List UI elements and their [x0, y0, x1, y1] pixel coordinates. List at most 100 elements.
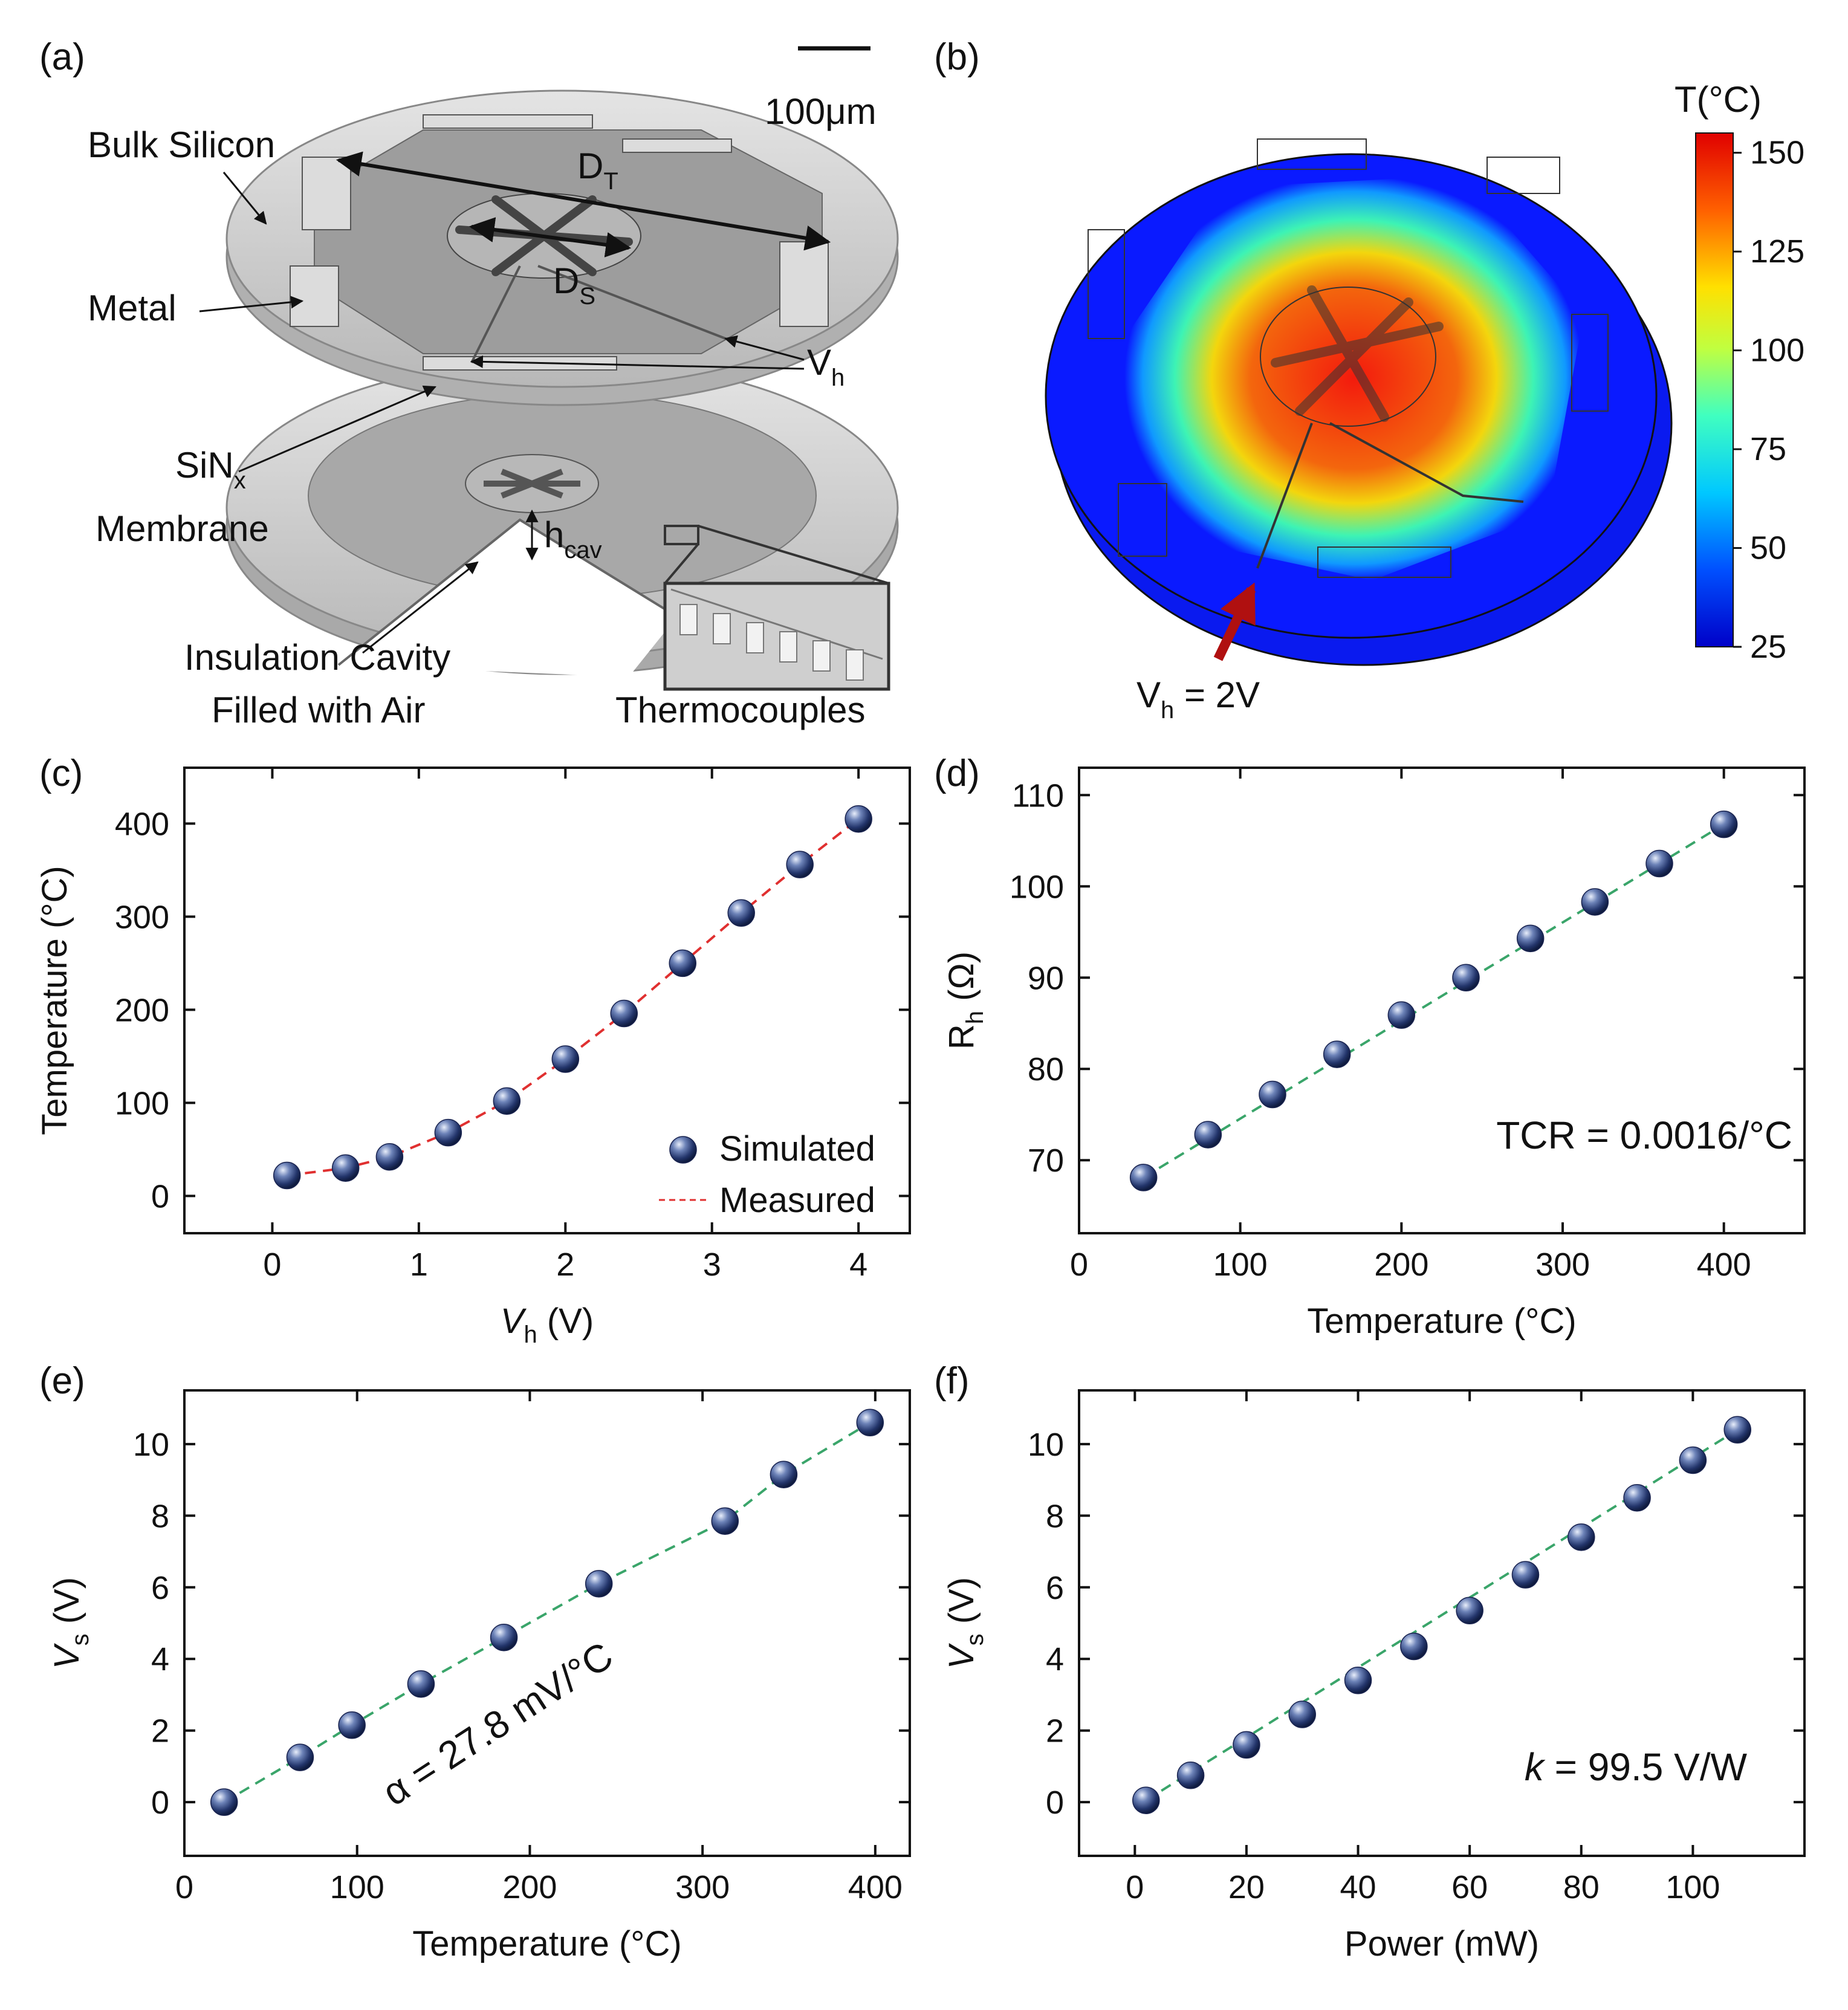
data-point-d [1581, 888, 1609, 916]
panel-d: (d) 0 100 200 300 400 70 80 90 100 110 Temperature… [934, 753, 1806, 1341]
data-point-f [1176, 1761, 1205, 1789]
data-point-d [1129, 1164, 1158, 1191]
ds-label: DS [553, 261, 595, 310]
plot-frame-d [1078, 767, 1806, 1234]
bulk-silicon-label: Bulk Silicon [88, 125, 275, 165]
fit-line-e [223, 1421, 871, 1803]
x-tick-label-e: 0 [175, 1869, 193, 1905]
data-point-e [856, 1409, 884, 1437]
colorbar-title: T(°C) [1675, 79, 1762, 120]
colorbar-tick-label: 100 [1750, 332, 1804, 369]
y-tick-label-f: 10 [1028, 1427, 1064, 1463]
y-tick-label-c: 0 [151, 1178, 169, 1214]
sinx-label: SiNx [175, 445, 246, 494]
data-point-c [845, 805, 872, 833]
x-tick-label-c: 0 [263, 1247, 281, 1283]
annotation-k-symbol: k [1525, 1745, 1546, 1789]
ds-arrow [468, 217, 632, 258]
y-axis-label-f: Vs (V) [942, 1577, 988, 1669]
x-tick-label-d: 400 [1697, 1247, 1751, 1283]
panel-label-a: (a) [39, 36, 85, 78]
data-point-d [1323, 1040, 1351, 1068]
data-point-d [1645, 849, 1673, 878]
x-tick-label-f: 20 [1228, 1869, 1265, 1905]
data-point-f [1400, 1632, 1428, 1661]
panel-label-f: (f) [934, 1360, 970, 1402]
x-tick-label-d: 100 [1213, 1247, 1268, 1283]
plot-frame-f [1078, 1389, 1806, 1857]
y-tick-label-e: 0 [151, 1785, 169, 1821]
data-point-e [711, 1507, 739, 1535]
data-point-c [273, 1161, 301, 1190]
scale-bar-label: 100μm [765, 91, 877, 132]
y-tick-label-f: 2 [1046, 1713, 1064, 1749]
x-tick-label-e: 200 [502, 1869, 557, 1905]
thermocouple-inset [663, 525, 890, 691]
plot-frame-c [183, 767, 911, 1234]
y-tick-label-f: 0 [1046, 1785, 1064, 1821]
y-tick-label-d: 90 [1028, 960, 1064, 996]
y-axis-label-e-main: V [47, 1642, 86, 1669]
panel-label-e: (e) [39, 1360, 85, 1402]
x-tick-label-e: 100 [330, 1869, 384, 1905]
x-tick-label-c: 3 [703, 1247, 721, 1283]
data-point-e [338, 1711, 366, 1739]
panel-e: (e) 0 100 200 300 400 0 2 4 6 8 10 Temperature (°C)… [39, 1360, 911, 1963]
data-point-c [493, 1087, 521, 1115]
y-tick-label-f: 4 [1046, 1641, 1064, 1678]
legend-text-measured: Measured [719, 1181, 875, 1220]
y-tick-label-e: 6 [151, 1570, 169, 1606]
x-tick-label-e: 300 [675, 1869, 730, 1905]
annotation-k: k = 99.5 V/W [1525, 1745, 1748, 1789]
x-tick-label-c: 2 [556, 1247, 574, 1283]
x-tick-label-f: 0 [1126, 1869, 1144, 1905]
y-axis-label-d-sub: h [962, 1011, 988, 1024]
y-tick-label-e: 2 [151, 1713, 169, 1749]
data-point-f [1679, 1446, 1707, 1474]
x-tick-label-f: 100 [1665, 1869, 1720, 1905]
data-point-e [286, 1743, 314, 1771]
y-axis-label-e-sub: s [67, 1633, 94, 1645]
panel-label-b: (b) [934, 36, 980, 78]
colorbar-tick-label: 75 [1750, 431, 1786, 467]
colorbar [1695, 132, 1734, 647]
heat-zone [1124, 175, 1584, 580]
y-axis-label-c: Temperature (°C) [35, 866, 74, 1135]
y-tick-label-d: 70 [1028, 1143, 1064, 1179]
panel-c: (c) 0 1 2 3 4 0 100 200 300 400 Vh (V) Temperature … [35, 753, 911, 1348]
data-point-f [1623, 1483, 1651, 1512]
fit-line-d [1143, 823, 1725, 1179]
data-point-e [770, 1460, 798, 1488]
data-point-d [1452, 964, 1480, 992]
annotation-tcr: TCR = 0.0016/°C [1496, 1114, 1792, 1157]
x-tick-label-f: 40 [1340, 1869, 1376, 1905]
colorbar-tick-label: 50 [1750, 530, 1786, 566]
x-axis-label-e: Temperature (°C) [412, 1924, 681, 1963]
data-point-f [1288, 1700, 1316, 1728]
x-tick-label-d: 300 [1535, 1247, 1590, 1283]
data-point-e [210, 1788, 238, 1816]
x-tick-label-e: 400 [848, 1869, 903, 1905]
data-point-d [1194, 1121, 1222, 1149]
dt-label: DT [577, 146, 618, 195]
y-tick-label-c: 400 [115, 806, 169, 842]
data-point-f [1132, 1786, 1160, 1814]
y-tick-label-d: 80 [1028, 1051, 1064, 1088]
panel-b: (b) Vh = 2V T(°C) 150 125 100 75 50 25 [934, 36, 1804, 724]
data-point-f [1233, 1731, 1260, 1759]
y-axis-label-e-rest: (V) [47, 1577, 86, 1633]
membrane-label: Membrane [96, 508, 269, 549]
data-point-c [727, 899, 755, 927]
data-point-c [331, 1154, 360, 1182]
data-point-d [1387, 1001, 1416, 1029]
metal-label: Metal [88, 288, 177, 328]
data-point-c [375, 1143, 404, 1171]
y-tick-label-c: 100 [115, 1085, 169, 1121]
data-point-f [1723, 1416, 1751, 1444]
plot-frame-e [183, 1389, 911, 1857]
legend-text-simulated: Simulated [719, 1129, 875, 1169]
y-tick-label-d: 100 [1010, 869, 1064, 905]
y-tick-label-e: 10 [133, 1427, 169, 1463]
y-axis-label-d: Rh (Ω) [942, 952, 988, 1049]
